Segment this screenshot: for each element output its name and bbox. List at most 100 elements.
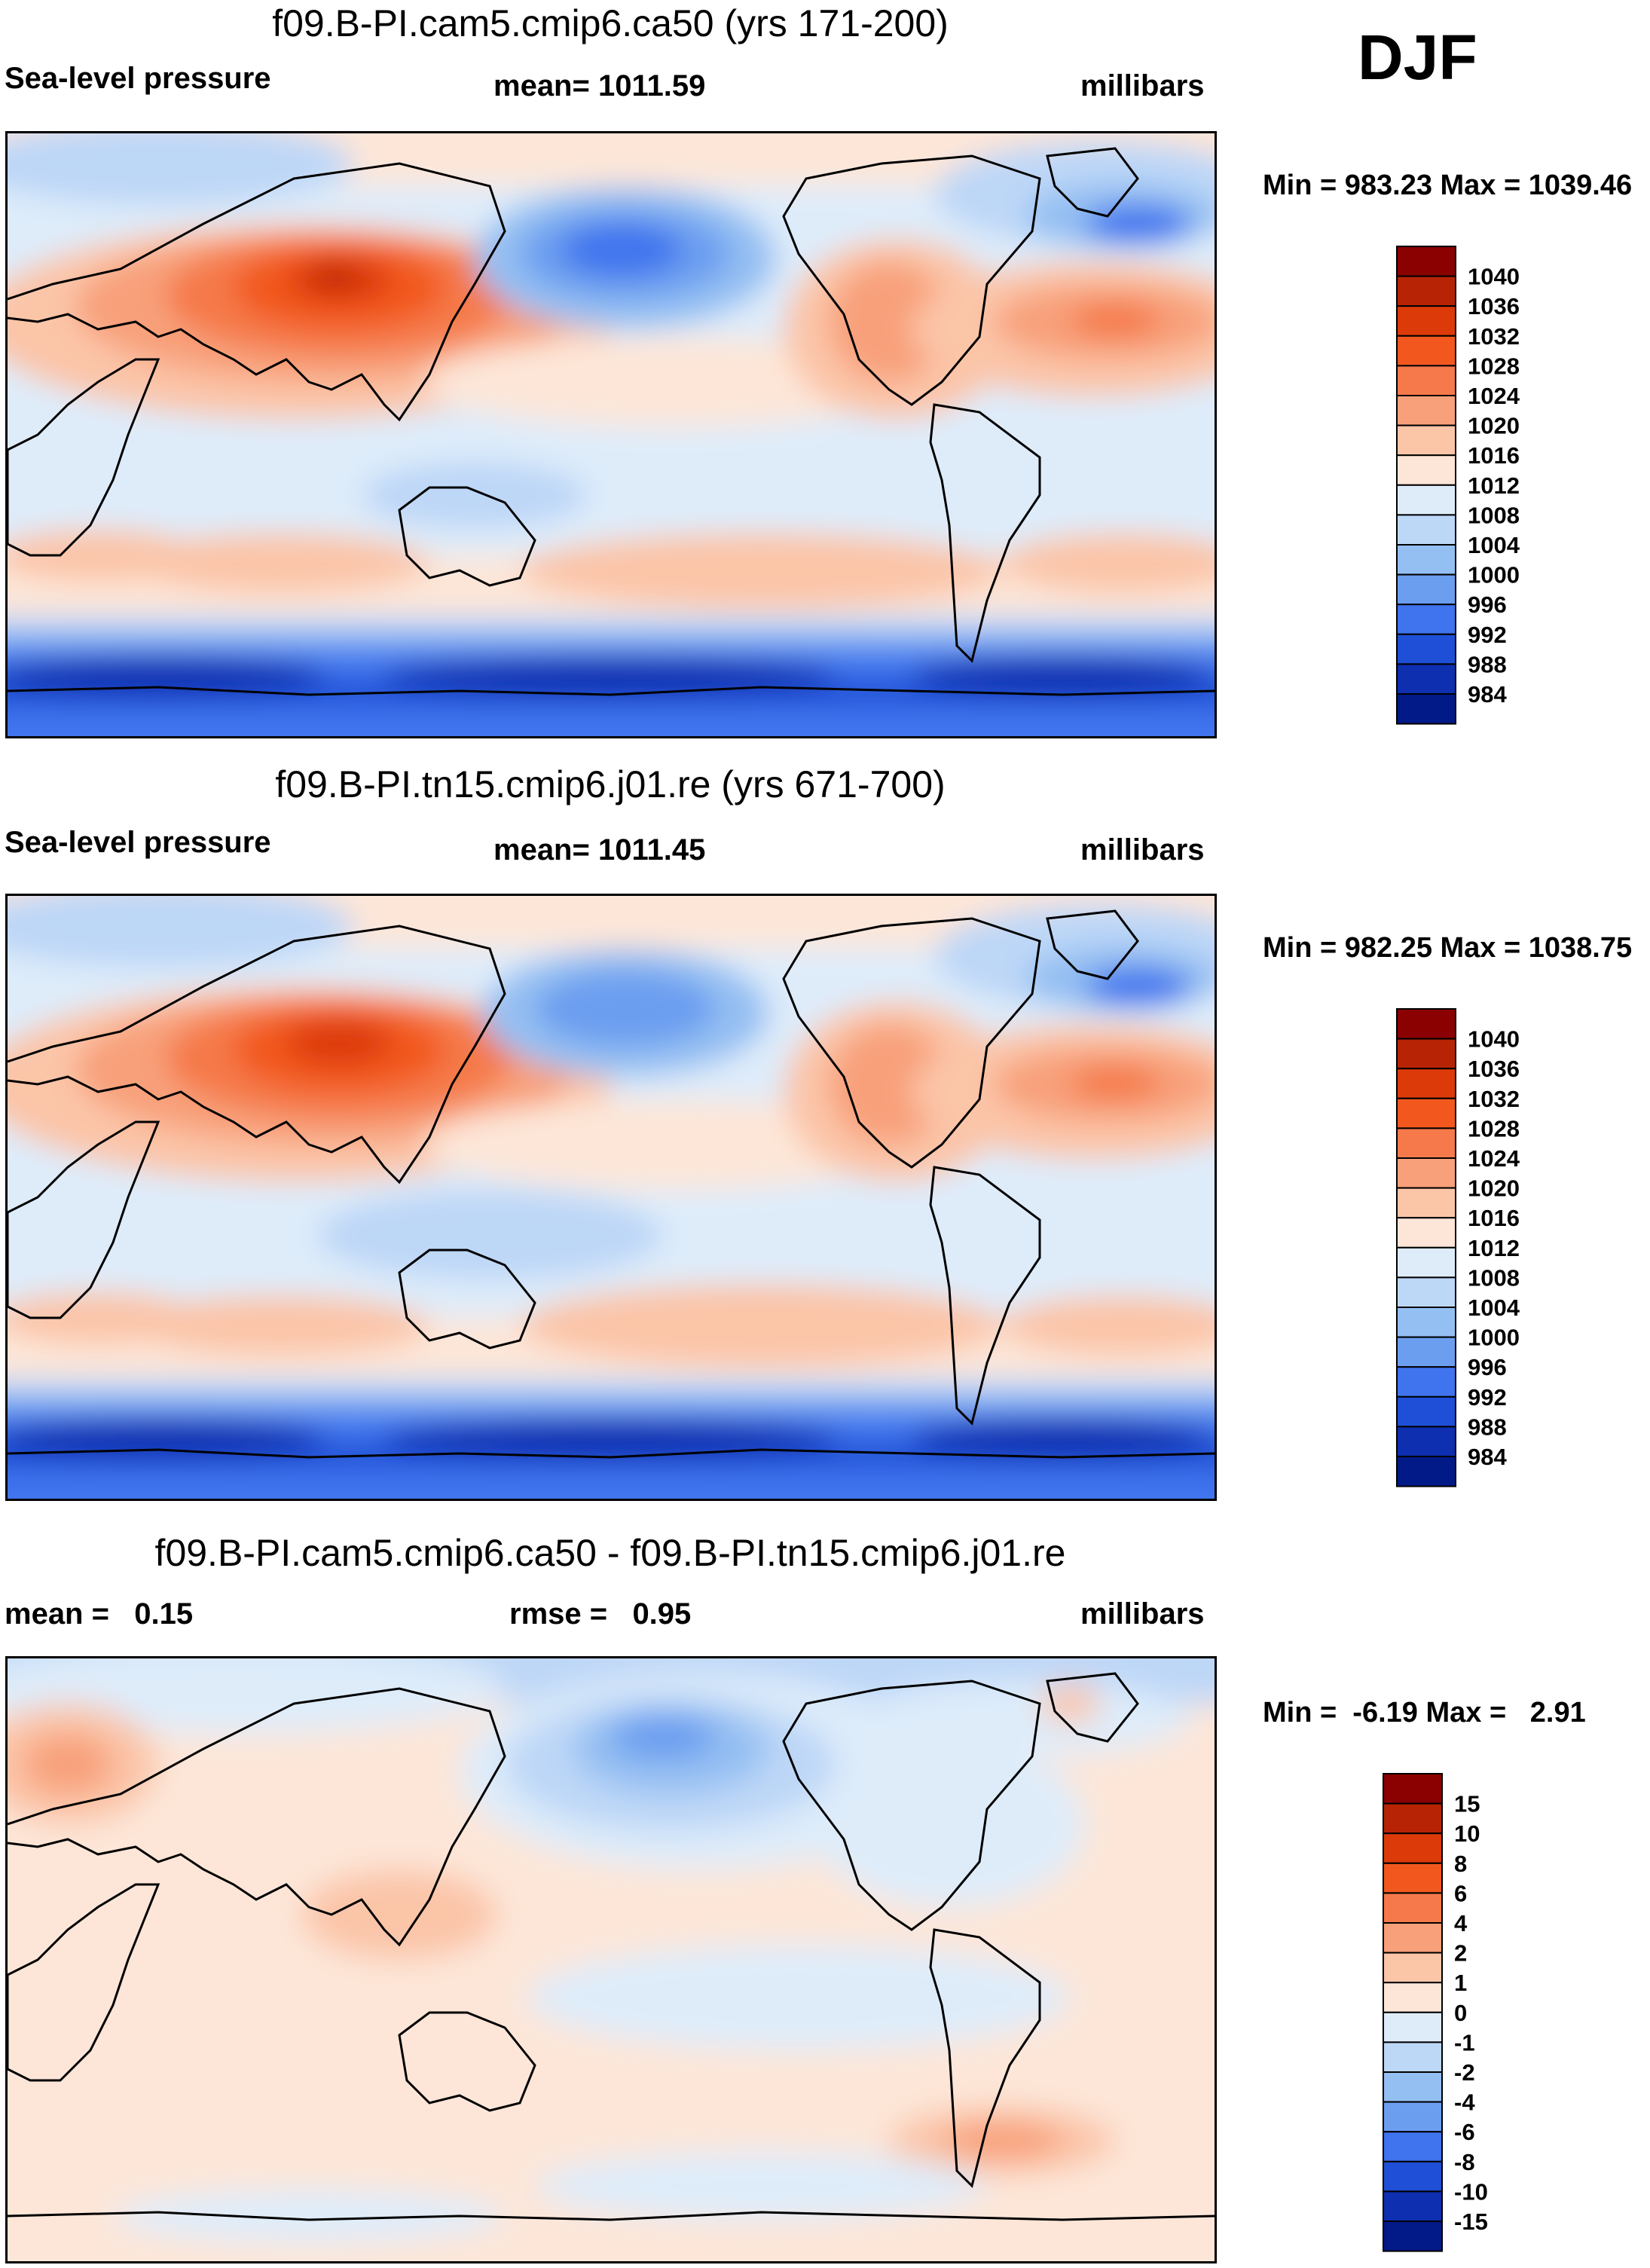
- colorbar-swatch: [1396, 1097, 1456, 1129]
- colorbar-tick-label: 1020: [1468, 1175, 1520, 1202]
- panel-1-colorbar: 1040 1036 1032 1028 1024 1020 1016 1012 1008 1004…: [1394, 246, 1545, 729]
- colorbar-swatch: [1396, 1426, 1456, 1458]
- colorbar-swatch: [1383, 2101, 1443, 2133]
- panel-2-mean-label: mean= 1011.45: [493, 833, 706, 867]
- colorbar-tick-label: 1004: [1468, 532, 1520, 558]
- panel-1-coastlines: [8, 147, 1215, 696]
- colorbar-swatch: [1383, 1892, 1443, 1924]
- panel-1-minmax: Min = 983.23 Max = 1039.46: [1263, 170, 1633, 201]
- colorbar-tick-label: -8: [1454, 2149, 1475, 2175]
- colorbar-tick-label: -4: [1454, 2089, 1475, 2116]
- colorbar-tick-label: 1016: [1468, 442, 1520, 469]
- panel-2-minmax: Min = 982.25 Max = 1038.75: [1263, 932, 1633, 964]
- colorbar-tick-label: -15: [1454, 2208, 1488, 2235]
- colorbar-swatch: [1396, 1008, 1456, 1040]
- season-label: DJF: [1358, 22, 1477, 93]
- colorbar-tick-label: 984: [1468, 681, 1507, 708]
- panel-3-rmse-label: rmse = 0.95: [509, 1597, 692, 1631]
- colorbar-tick-label: 996: [1468, 591, 1507, 618]
- panel-3-minmax: Min = -6.19 Max = 2.91: [1263, 1697, 1586, 1729]
- colorbar-tick-label: 1032: [1468, 323, 1520, 350]
- colorbar-swatch: [1396, 1187, 1456, 1219]
- colorbar-swatch: [1396, 514, 1456, 546]
- panel-3-mean-label: mean = 0.15: [5, 1597, 194, 1631]
- colorbar-swatch: [1383, 1922, 1443, 1954]
- colorbar-swatch: [1396, 1276, 1456, 1308]
- panel-1-variable-label: Sea-level pressure: [5, 62, 271, 95]
- colorbar-swatch: [1396, 305, 1456, 337]
- colorbar-tick-label: 1032: [1468, 1086, 1520, 1112]
- panel-2-units-label: millibars: [1080, 833, 1205, 867]
- colorbar-tick-label: 1020: [1468, 413, 1520, 439]
- colorbar-swatch: [1396, 1068, 1456, 1099]
- colorbar-swatch: [1396, 424, 1456, 457]
- colorbar-swatch: [1383, 1982, 1443, 2013]
- colorbar-swatch: [1383, 2221, 1443, 2252]
- panel-2-pressure-field: [8, 896, 1215, 1499]
- colorbar-tick-label: 15: [1454, 1791, 1480, 1817]
- colorbar-tick-label: -2: [1454, 2059, 1475, 2086]
- colorbar-swatch: [1396, 1246, 1456, 1279]
- colorbar-swatch: [1396, 544, 1456, 576]
- colorbar-swatch: [1383, 2071, 1443, 2103]
- colorbar-swatch: [1396, 1127, 1456, 1159]
- colorbar-swatch: [1396, 484, 1456, 516]
- panel-3-coastlines: [8, 1672, 1215, 2221]
- colorbar-tick-label: 1000: [1468, 1325, 1520, 1351]
- colorbar-tick-label: 1040: [1468, 1026, 1520, 1053]
- colorbar-swatch: [1396, 335, 1456, 367]
- colorbar-swatch: [1396, 1307, 1456, 1338]
- colorbar-tick-label: 1000: [1468, 562, 1520, 588]
- panel-3-units-label: millibars: [1080, 1597, 1205, 1631]
- colorbar-tick-label: -6: [1454, 2119, 1475, 2145]
- panel-2-title: f09.B-PI.tn15.cmip6.j01.re (yrs 671-700): [275, 763, 946, 805]
- colorbar-tick-label: -10: [1454, 2178, 1488, 2205]
- colorbar-tick-label: 2: [1454, 1940, 1467, 1967]
- colorbar-swatch: [1396, 246, 1456, 277]
- colorbar-tick-label: 992: [1468, 1384, 1507, 1411]
- colorbar-swatch: [1396, 604, 1456, 635]
- colorbar-swatch: [1396, 275, 1456, 307]
- colorbar-swatch: [1383, 2190, 1443, 2223]
- colorbar-swatch: [1396, 1038, 1456, 1070]
- colorbar-swatch: [1396, 633, 1456, 665]
- colorbar-tick-label: 1036: [1468, 1056, 1520, 1082]
- colorbar-swatch: [1396, 454, 1456, 486]
- panel-1-mean-label: mean= 1011.59: [493, 69, 706, 102]
- colorbar-tick-label: 1012: [1468, 1235, 1520, 1261]
- colorbar-tick-label: 1036: [1468, 293, 1520, 319]
- panel-1-units-label: millibars: [1080, 69, 1205, 102]
- colorbar-tick-label: 996: [1468, 1354, 1507, 1380]
- colorbar-swatch: [1396, 365, 1456, 396]
- panel-2-map: [5, 894, 1217, 1501]
- colorbar-tick-label: 4: [1454, 1910, 1468, 1936]
- colorbar-swatch: [1396, 1217, 1456, 1249]
- panel-2-coastlines: [8, 909, 1215, 1459]
- colorbar-tick-label: 10: [1454, 1820, 1480, 1847]
- colorbar-tick-label: 1028: [1468, 1115, 1520, 1142]
- colorbar-tick-label: 1040: [1468, 264, 1520, 290]
- colorbar-tick-label: -1: [1454, 2029, 1475, 2056]
- colorbar-tick-label: 6: [1454, 1880, 1467, 1906]
- colorbar-tick-label: 1: [1454, 1970, 1467, 1996]
- panel-2-variable-label: Sea-level pressure: [5, 826, 271, 859]
- colorbar-swatch: [1383, 2011, 1443, 2043]
- colorbar-swatch: [1396, 1336, 1456, 1368]
- colorbar-swatch: [1383, 1773, 1443, 1805]
- colorbar-swatch: [1396, 395, 1456, 426]
- colorbar-tick-label: 1004: [1468, 1294, 1520, 1321]
- panel-2-colorbar: 1040 1036 1032 1028 1024 1020 1016 1012 1008 1004…: [1394, 1008, 1545, 1491]
- panel-1-title: f09.B-PI.cam5.cmip6.ca50 (yrs 171-200): [272, 2, 949, 44]
- colorbar-tick-label: 1024: [1468, 383, 1520, 409]
- panel-3-colorbar: 15 10 8 6 4 2 1 0 -1 -2 -4 -6 -8 -10 -15: [1380, 1773, 1531, 2256]
- colorbar-tick-label: 988: [1468, 1414, 1507, 1440]
- colorbar-swatch: [1383, 1802, 1443, 1835]
- colorbar-tick-label: 992: [1468, 622, 1507, 648]
- colorbar-swatch: [1383, 2131, 1443, 2163]
- colorbar-swatch: [1383, 1952, 1443, 1984]
- panel-1-pressure-field: [8, 133, 1215, 736]
- colorbar-swatch: [1396, 663, 1456, 695]
- colorbar-swatch: [1383, 2041, 1443, 2073]
- colorbar-swatch: [1383, 1862, 1443, 1894]
- panel-3-map: [5, 1656, 1217, 2263]
